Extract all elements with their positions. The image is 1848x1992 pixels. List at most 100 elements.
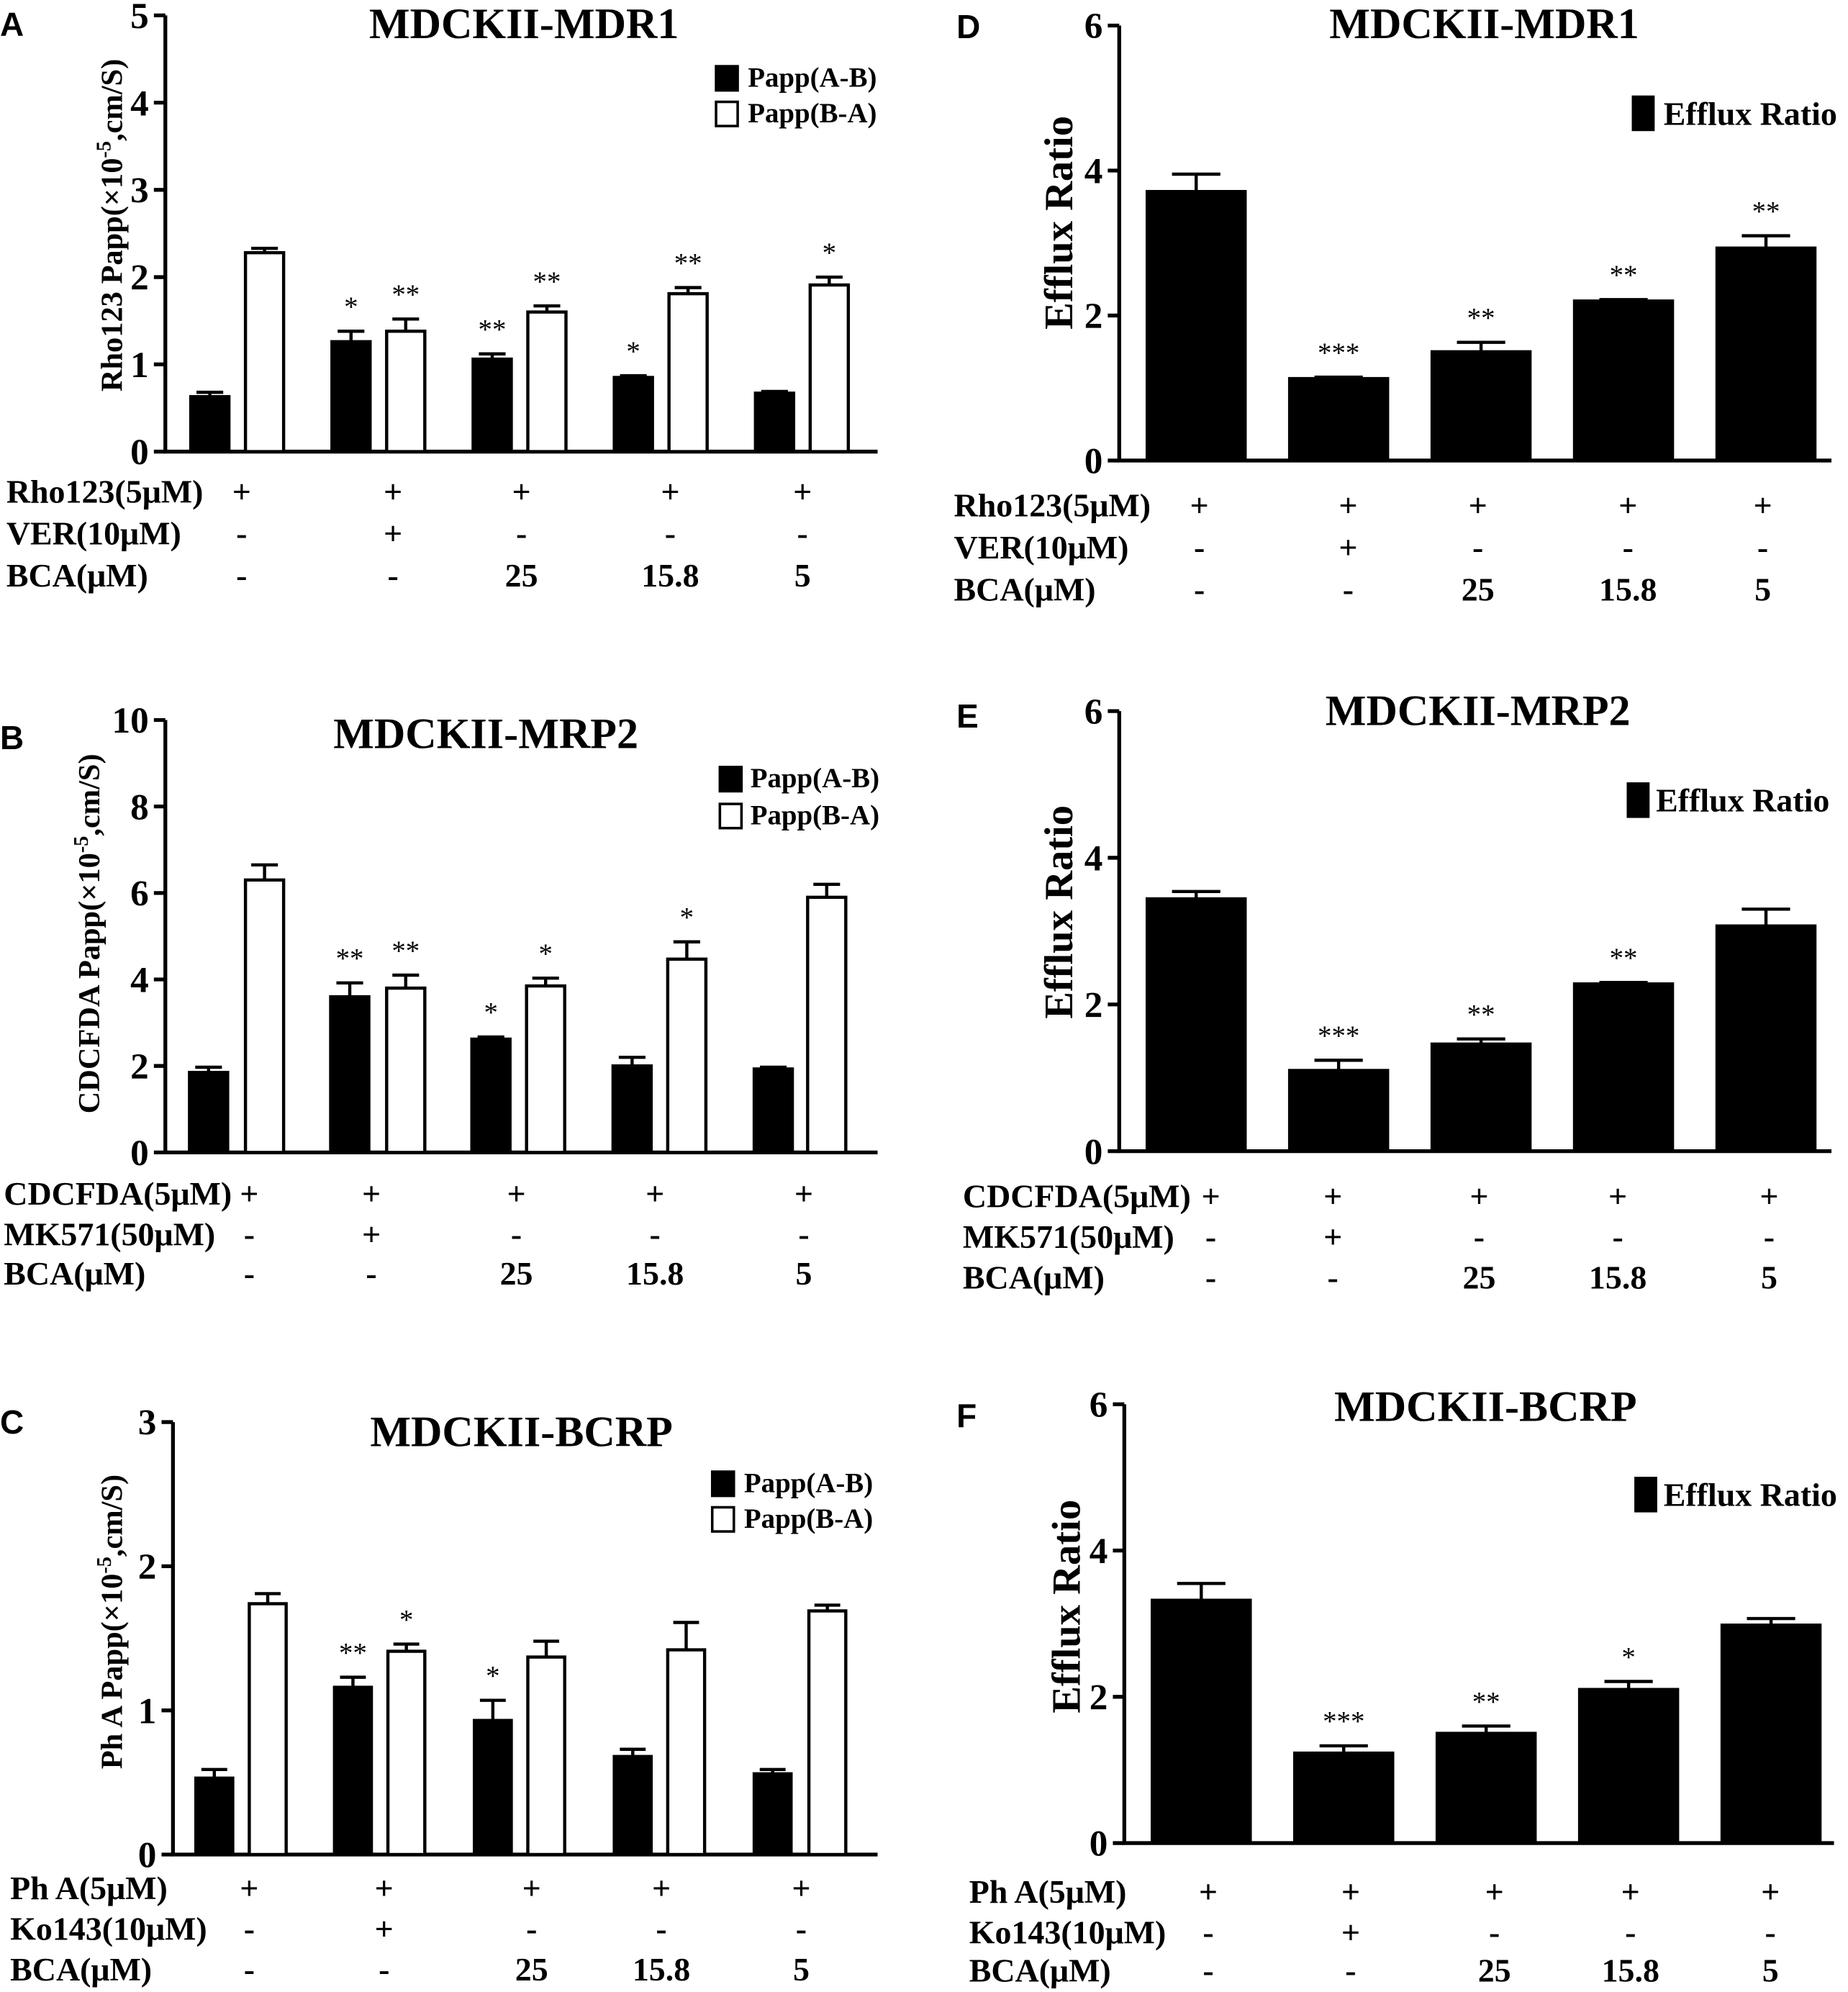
treatment-value: + xyxy=(1341,1914,1360,1951)
bar-efflux-ratio-group-5 xyxy=(1715,246,1817,463)
y-tick-label: 4 xyxy=(1090,1531,1108,1572)
treatment-value: + xyxy=(661,473,679,510)
bar-papp-b-a-group-4 xyxy=(666,1648,707,1857)
y-axis-label: Ph A Papp(×10-5,cm/S) xyxy=(94,1475,130,1769)
error-bar xyxy=(760,1065,787,1069)
bar-papp-b-a-group-1 xyxy=(243,878,286,1154)
bar-papp-a-b-group-3 xyxy=(470,1037,512,1154)
treatment-label: BCA(μM) xyxy=(6,557,148,594)
treatment-value: + xyxy=(793,473,812,510)
error-bar xyxy=(1599,980,1648,984)
treatment-value: - xyxy=(1474,1218,1485,1255)
bar-efflux-ratio-group-2 xyxy=(1292,1751,1395,1845)
y-tick-label: 0 xyxy=(1090,1824,1108,1865)
treatment-value: - xyxy=(1345,1952,1356,1989)
treatment-value: + xyxy=(1341,1873,1360,1910)
y-tick-label: 6 xyxy=(1084,692,1103,733)
error-bar xyxy=(533,304,561,312)
bar-efflux-ratio-group-1 xyxy=(1151,1598,1252,1845)
significance-marker: *** xyxy=(1318,1020,1359,1051)
significance-marker: * xyxy=(399,1604,413,1635)
treatment-value: - xyxy=(1202,1952,1213,1989)
error-bar xyxy=(814,1603,841,1611)
treatment-value: 15.8 xyxy=(1599,571,1657,607)
error-bar xyxy=(1172,172,1220,192)
treatment-value: - xyxy=(511,1215,522,1252)
chart-title: MDCKII-MDR1 xyxy=(369,0,679,47)
treatment-value: - xyxy=(1765,1914,1776,1951)
treatment-value: - xyxy=(1194,571,1205,607)
bar-papp-b-a-group-3 xyxy=(525,984,566,1154)
treatment-value: + xyxy=(646,1175,664,1212)
treatment-value: + xyxy=(1190,487,1209,524)
bar-papp-b-a-group-2 xyxy=(386,1649,427,1857)
treatment-value: 25 xyxy=(515,1951,548,1988)
y-tick-label: 0 xyxy=(130,432,149,473)
error-bar xyxy=(340,1675,366,1688)
treatment-label: BCA(μM) xyxy=(10,1951,152,1988)
panel-letter: A xyxy=(0,6,24,43)
error-bar xyxy=(532,977,559,987)
treatment-value: + xyxy=(375,1910,394,1947)
legend-label: Papp(A-B) xyxy=(744,1467,873,1498)
treatment-value: 25 xyxy=(1478,1952,1511,1989)
bar-papp-b-a-group-2 xyxy=(385,330,427,453)
bar-papp-b-a-group-2 xyxy=(385,986,427,1154)
y-axis-label: Rho123 Papp(×10-5,cm/S) xyxy=(94,59,130,391)
treatment-value: - xyxy=(387,557,398,594)
legend-swatch xyxy=(1631,95,1655,132)
treatment-value: - xyxy=(1625,1914,1636,1951)
significance-marker: * xyxy=(823,237,836,268)
y-tick-label: 10 xyxy=(112,700,149,741)
significance-marker: ** xyxy=(391,279,420,310)
y-tick-label: 0 xyxy=(1084,441,1103,482)
bar-papp-a-b-group-1 xyxy=(189,394,231,453)
bar-papp-a-b-group-5 xyxy=(752,1067,794,1154)
legend-swatch xyxy=(718,802,743,830)
treatment-value: 5 xyxy=(793,1951,810,1988)
treatment-value: - xyxy=(1205,1259,1216,1295)
bar-papp-b-a-group-1 xyxy=(243,250,286,453)
treatment-value: + xyxy=(240,1175,258,1212)
significance-marker: ** xyxy=(336,943,364,974)
legend-label: Efflux Ratio xyxy=(1664,95,1837,132)
bar-papp-a-b-group-4 xyxy=(612,376,654,453)
bar-papp-a-b-group-2 xyxy=(330,340,372,453)
treatment-value: + xyxy=(792,1870,810,1906)
error-bar xyxy=(618,1055,646,1067)
treatment-value: + xyxy=(384,515,402,552)
error-bar xyxy=(1319,1744,1368,1754)
treatment-value: + xyxy=(384,473,402,510)
treatment-value: - xyxy=(516,515,527,552)
y-tick-label: 2 xyxy=(138,1547,157,1588)
treatment-value: - xyxy=(244,1215,255,1252)
treatment-value: + xyxy=(512,473,531,510)
bar-efflux-ratio-group-5 xyxy=(1715,924,1817,1153)
treatment-value: + xyxy=(1485,1873,1504,1910)
treatment-label: BCA(μM) xyxy=(4,1255,145,1292)
significance-marker: * xyxy=(484,997,497,1028)
bar-efflux-ratio-group-4 xyxy=(1572,982,1675,1153)
treatment-value: 5 xyxy=(795,1255,812,1292)
treatment-label: MK571(50μM) xyxy=(4,1215,215,1252)
chart-title: MDCKII-MDR1 xyxy=(1329,0,1639,47)
treatment-label: CDCFDA(5μM) xyxy=(4,1175,232,1212)
error-bar xyxy=(1741,234,1790,248)
error-bar xyxy=(533,1639,560,1657)
y-tick-label: 6 xyxy=(130,874,149,915)
legend-label: Efflux Ratio xyxy=(1656,782,1829,819)
y-tick-label: 4 xyxy=(1084,151,1103,192)
error-bar xyxy=(1457,1037,1505,1044)
treatment-value: 15.8 xyxy=(1589,1259,1647,1295)
y-axis-label-tail: ,cm/S) xyxy=(73,753,107,836)
bar-efflux-ratio-group-4 xyxy=(1577,1688,1680,1845)
bar-papp-a-b-group-2 xyxy=(329,995,371,1154)
treatment-value: + xyxy=(522,1870,541,1906)
treatment-value: + xyxy=(232,473,251,510)
legend-swatch xyxy=(715,100,739,127)
